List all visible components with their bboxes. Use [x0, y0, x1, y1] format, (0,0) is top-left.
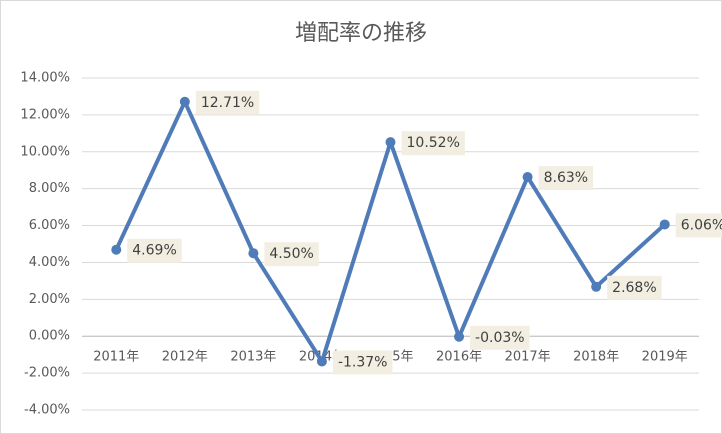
data-label: 10.52%	[401, 131, 465, 156]
data-point	[248, 248, 259, 259]
data-label-bg	[675, 213, 722, 238]
x-tick-label: 2018年	[573, 350, 619, 365]
data-label: 4.69%	[127, 238, 182, 263]
y-tick-label: 10.00%	[20, 144, 70, 159]
chart-title: 増配率の推移	[295, 21, 427, 46]
x-tick-label: 2012年	[162, 350, 208, 365]
data-label: -1.37%	[332, 350, 393, 375]
data-label-text: 12.71%	[201, 95, 254, 111]
y-tick-label: 8.00%	[29, 181, 70, 196]
data-label-text: 8.63%	[544, 170, 588, 186]
data-label: 2.68%	[607, 275, 662, 300]
data-label: 12.71%	[195, 90, 260, 115]
data-point	[659, 219, 670, 230]
data-point	[111, 244, 122, 255]
x-tick-label: 2017年	[505, 350, 551, 365]
y-tick-label: 4.00%	[29, 255, 70, 270]
x-tick-label: 2011年	[93, 350, 139, 365]
data-label-text: 4.50%	[269, 246, 313, 262]
data-label-bg	[607, 275, 662, 300]
data-label-text: -1.37%	[338, 354, 388, 370]
y-tick-label: -4.00%	[24, 403, 70, 418]
data-label-bg	[470, 325, 530, 350]
y-tick-label: 12.00%	[20, 107, 70, 122]
y-tick-label: 0.00%	[29, 329, 70, 344]
data-label: 8.63%	[538, 166, 594, 191]
data-label-text: -0.03%	[475, 330, 525, 346]
data-label-bg	[401, 131, 465, 156]
data-point	[179, 96, 190, 107]
y-tick-label: 2.00%	[29, 292, 70, 307]
data-point	[454, 331, 465, 342]
data-label-bg	[538, 166, 594, 191]
y-tick-label: -2.00%	[24, 366, 70, 381]
data-point	[385, 137, 396, 148]
y-tick-label: 14.00%	[20, 71, 70, 86]
data-point	[316, 356, 327, 367]
x-tick-label: 2016年	[436, 350, 482, 365]
data-label-bg	[195, 90, 260, 115]
data-label-text: 2.68%	[612, 280, 656, 296]
data-point	[591, 281, 602, 292]
data-label-text: 10.52%	[407, 135, 460, 151]
y-tick-label: 6.00%	[29, 218, 70, 233]
data-label-text: 6.06%	[681, 217, 722, 233]
data-label: -0.03%	[470, 325, 530, 350]
grid	[82, 77, 699, 411]
x-tick-label: 2013年	[230, 350, 276, 365]
x-tick-label: 2019年	[642, 350, 688, 365]
data-label-text: 4.69%	[132, 243, 176, 259]
data-label-bg	[332, 350, 393, 375]
data-label-bg	[264, 242, 319, 267]
data-label: 4.50%	[264, 242, 319, 267]
data-point	[522, 172, 533, 183]
data-label: 6.06%	[675, 213, 722, 238]
data-label-bg	[127, 238, 182, 263]
